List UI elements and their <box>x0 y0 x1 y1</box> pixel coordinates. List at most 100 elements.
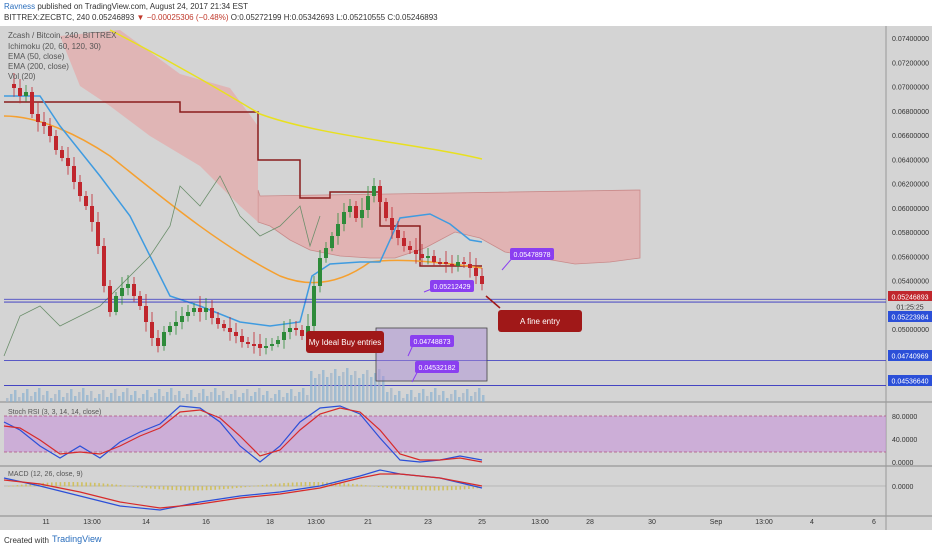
volume-bar <box>418 393 421 402</box>
ohlc-values: O:0.05272199 H:0.05342693 L:0.05210555 C… <box>230 13 438 22</box>
candle-body <box>444 262 448 264</box>
footer: Created with TradingView <box>0 530 932 550</box>
volume-bar <box>42 395 45 402</box>
volume-bar <box>202 389 205 402</box>
chart-area[interactable]: 0.07400000 0.07200000 0.07000000 0.06800000… <box>0 26 932 530</box>
volume-bar <box>366 370 369 402</box>
macd-histogram-bar <box>321 482 324 487</box>
candle-body <box>180 316 184 322</box>
volume-bar <box>466 389 469 402</box>
volume-bar <box>478 388 481 402</box>
candle-body <box>378 186 382 202</box>
x-tick-label: 21 <box>364 519 372 526</box>
macd-histogram-bar <box>416 486 419 491</box>
volume-bar <box>138 398 141 402</box>
volume-bar <box>422 389 425 402</box>
price-chart-svg[interactable]: 0.07400000 0.07200000 0.07000000 0.06800000… <box>0 26 932 530</box>
volume-bar <box>198 393 201 402</box>
candle-body <box>228 328 232 332</box>
macd-histogram-bar <box>223 486 225 490</box>
candle-body <box>312 286 316 326</box>
volume-bar <box>314 378 317 402</box>
volume-bar <box>346 368 349 402</box>
x-tick-label: 14 <box>142 519 150 526</box>
legend-item: EMA (50, close) <box>8 52 65 61</box>
volume-bar <box>278 390 281 402</box>
volume-bar <box>106 397 109 402</box>
macd-histogram-bar <box>102 483 105 487</box>
x-tick-label: 13:00 <box>83 519 101 526</box>
macd-histogram-bar <box>68 482 70 487</box>
macd-histogram-bar <box>132 486 135 487</box>
macd-histogram-bar <box>270 484 272 487</box>
fine-entry-callout-bg <box>498 310 582 332</box>
volume-bar <box>94 398 97 402</box>
macd-histogram-bar <box>261 484 264 487</box>
volume-bar <box>62 397 65 402</box>
stoch-rsi-band <box>4 416 886 452</box>
volume-bar <box>318 374 321 402</box>
macd-histogram-bar <box>72 482 75 487</box>
volume-bar <box>382 376 385 402</box>
price-badge: 0.04740969 <box>892 354 929 361</box>
volume-bar <box>342 372 345 402</box>
candle-body <box>318 258 322 286</box>
price-badge: 01:25:25 <box>896 305 923 312</box>
candle-body <box>138 296 142 306</box>
candle-body <box>84 196 88 206</box>
candle-body <box>324 248 328 258</box>
volume-bar <box>310 371 313 402</box>
candle-body <box>264 346 268 348</box>
macd-histogram-bar <box>192 486 195 491</box>
macd-histogram-bar <box>313 482 315 487</box>
macd-histogram-bar <box>16 485 19 487</box>
volume-bar <box>338 376 341 402</box>
candle-body <box>468 264 472 268</box>
volume-bar <box>18 397 21 402</box>
volume-bar <box>398 391 401 402</box>
volume-bar <box>34 392 37 402</box>
macd-histogram-bar <box>205 486 208 491</box>
y-tick-label: 0.06800000 <box>892 109 929 116</box>
candle-body <box>354 206 358 218</box>
volume-bar <box>186 394 189 402</box>
volume-bar <box>446 398 449 402</box>
x-tick-label: 13:00 <box>755 519 773 526</box>
macd-histogram-bar <box>20 484 23 487</box>
macd-histogram-bar <box>180 486 182 491</box>
price-badge-bg <box>888 311 932 322</box>
annotation-label: 0.04532182 <box>419 365 456 372</box>
macd-histogram-bar <box>339 482 341 487</box>
candle-body <box>60 150 64 158</box>
volume-bar <box>226 398 229 402</box>
macd-histogram-bar <box>257 485 259 487</box>
annotation-label: 0.05212429 <box>434 284 471 291</box>
macd-histogram-bar <box>352 483 354 487</box>
candle-body <box>450 264 454 266</box>
annotation-label: 0.04748873 <box>414 339 451 346</box>
volume-bar <box>182 398 185 402</box>
volume-bar <box>302 388 305 402</box>
ichimoku-cloud <box>257 189 641 265</box>
y-tick-label: 0.07000000 <box>892 85 929 92</box>
volume-bar <box>58 390 61 402</box>
volume-bar <box>6 398 9 402</box>
tradingview-logo-text[interactable]: TradingView <box>52 534 102 544</box>
candle-body <box>114 296 118 312</box>
fine-entry-pointer <box>485 295 501 309</box>
macd-histogram-bar <box>25 484 27 487</box>
volume-bar <box>298 392 301 402</box>
legend-item: Ichimoku (20, 60, 120, 30) <box>8 42 101 51</box>
candle-body <box>276 340 280 344</box>
volume-bar <box>290 389 293 402</box>
volume-bar <box>190 390 193 402</box>
x-tick-label: 16 <box>202 519 210 526</box>
macd-histogram-bar <box>403 486 406 490</box>
author-name[interactable]: Ravness <box>4 2 36 11</box>
macd-histogram-bar <box>218 486 221 490</box>
candle-body <box>96 222 100 246</box>
macd-histogram-bar <box>162 486 165 490</box>
candle-body <box>24 92 28 96</box>
macd-histogram-bar <box>167 486 169 490</box>
candle-body <box>204 308 208 312</box>
